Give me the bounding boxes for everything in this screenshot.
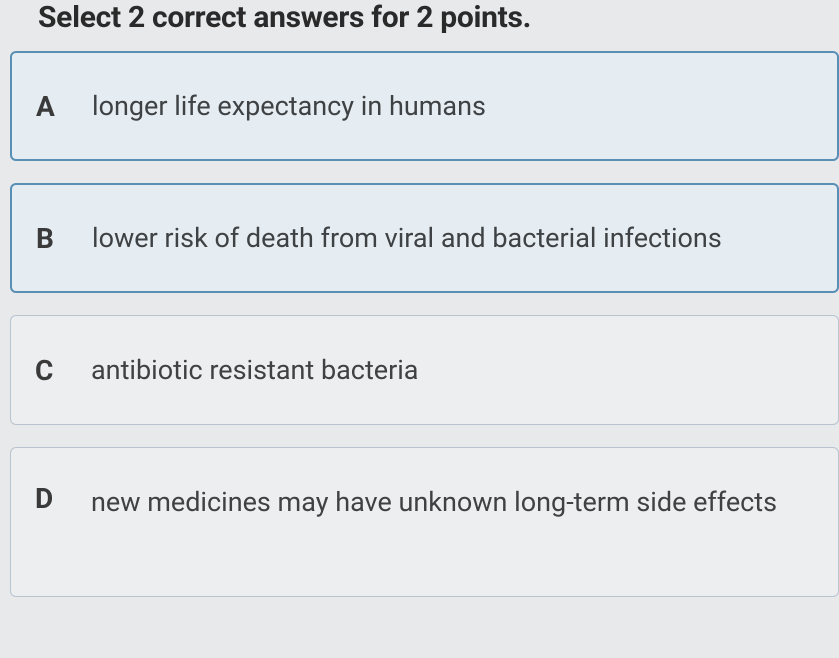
option-a[interactable]: A longer life expectancy in humans [10,51,839,161]
instruction-text: Select 2 correct answers for 2 points. [0,0,839,51]
quiz-container: Select 2 correct answers for 2 points. A… [0,0,839,658]
option-letter: A [36,90,92,123]
option-text: lower risk of death from viral and bacte… [92,218,813,259]
option-d[interactable]: D new medicines may have unknown long-te… [10,447,839,597]
options-list: A longer life expectancy in humans B low… [0,51,839,619]
option-letter: C [35,354,91,387]
option-text: new medicines may have unknown long-term… [91,482,814,523]
option-letter: B [36,222,92,255]
option-b[interactable]: B lower risk of death from viral and bac… [10,183,839,293]
option-text: antibiotic resistant bacteria [91,350,814,391]
option-c[interactable]: C antibiotic resistant bacteria [10,315,839,425]
option-text: longer life expectancy in humans [92,86,813,127]
option-letter: D [35,482,91,515]
